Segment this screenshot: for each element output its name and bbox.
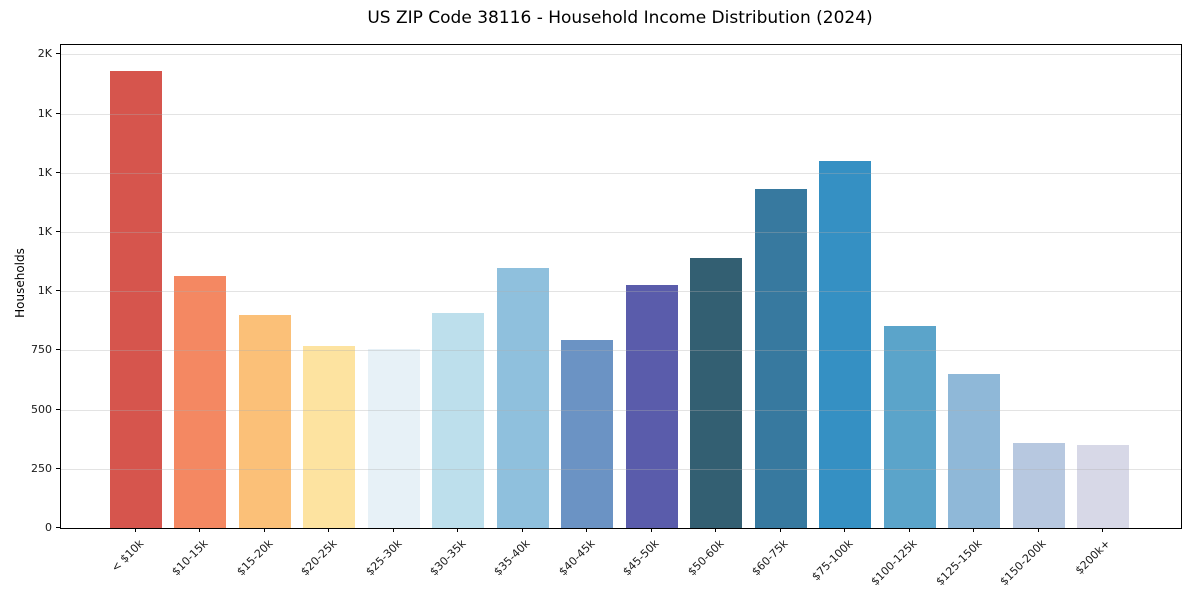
x-tick-mark (457, 528, 459, 532)
x-tick-mark (1102, 528, 1103, 532)
x-tick-label: < $10k (108, 537, 147, 575)
x-tick-label: $20-25k (298, 537, 340, 579)
x-tick-label: $125-150k (933, 537, 985, 589)
y-tick-mark (56, 53, 60, 55)
x-tick-label: $15-20k (233, 537, 276, 579)
y-tick-mark (56, 349, 60, 351)
x-tick-mark (328, 528, 330, 532)
x-tick-mark (199, 528, 201, 532)
bar (690, 258, 743, 528)
bar (174, 276, 227, 528)
bar (1012, 443, 1065, 528)
y-tick-mark (56, 231, 60, 233)
y-tick-mark (56, 171, 60, 173)
y-tick-mark (56, 408, 60, 410)
y-tick-mark (56, 290, 60, 292)
x-tick-label: $45-50k (620, 537, 662, 579)
y-tick-mark (56, 527, 60, 528)
bar (303, 346, 356, 528)
x-tick-label: $40-45k (556, 537, 598, 579)
x-tick-mark (973, 528, 975, 532)
x-tick-mark (844, 528, 846, 532)
y-tick-label: 1K (37, 225, 52, 239)
x-tick-mark (135, 528, 136, 532)
bar (948, 374, 1001, 528)
bar (754, 189, 807, 528)
y-tick-mark (56, 467, 60, 469)
x-tick-label: $150-200k (997, 537, 1049, 589)
gridline (61, 350, 1181, 352)
x-tick-mark (908, 528, 910, 532)
gridline (61, 232, 1181, 234)
x-tick-label: $200k+ (1073, 537, 1114, 578)
bar (367, 349, 420, 528)
bar (1077, 445, 1129, 528)
y-tick-label: 0 (45, 521, 52, 534)
bar (110, 71, 162, 528)
y-tick-label: 2K (37, 47, 52, 61)
y-tick-label: 750 (31, 343, 52, 357)
chart-title: US ZIP Code 38116 - Household Income Dis… (367, 8, 873, 28)
x-tick-mark (1037, 528, 1039, 532)
x-tick-label: $50-60k (685, 537, 727, 579)
x-tick-mark (779, 528, 781, 532)
y-tick-label: 500 (31, 402, 52, 416)
x-tick-label: $100-125k (868, 537, 920, 589)
x-tick-mark (521, 528, 523, 532)
y-axis-label: Households (13, 248, 27, 318)
bar (625, 285, 678, 528)
gridline (61, 409, 1181, 411)
x-tick-mark (586, 528, 588, 532)
plot-area (60, 44, 1182, 529)
bar (561, 340, 614, 528)
x-tick-mark (715, 528, 717, 532)
bar (432, 313, 485, 528)
gridline (61, 291, 1181, 293)
x-tick-label: $60-75k (749, 537, 791, 579)
bar (819, 161, 872, 528)
x-tick-label: $35-40k (491, 537, 534, 579)
y-tick-mark (56, 112, 60, 114)
y-tick-label: 1K (37, 106, 52, 120)
bar (238, 315, 291, 528)
y-tick-label: 1K (37, 284, 52, 298)
x-tick-label: $10-15k (169, 537, 211, 579)
x-tick-label: $30-35k (427, 537, 469, 579)
x-tick-mark (392, 528, 394, 532)
gridline (61, 54, 1181, 56)
x-tick-label: $75-100k (809, 537, 856, 584)
gridline (61, 172, 1181, 174)
x-tick-label: $25-30k (362, 537, 405, 579)
bar (883, 326, 936, 528)
gridline (61, 468, 1181, 470)
y-tick-label: 1K (37, 165, 52, 179)
x-tick-mark (650, 528, 652, 532)
x-tick-mark (263, 528, 265, 532)
y-tick-label: 250 (31, 461, 52, 475)
bar (496, 268, 549, 528)
gridline (61, 113, 1181, 115)
